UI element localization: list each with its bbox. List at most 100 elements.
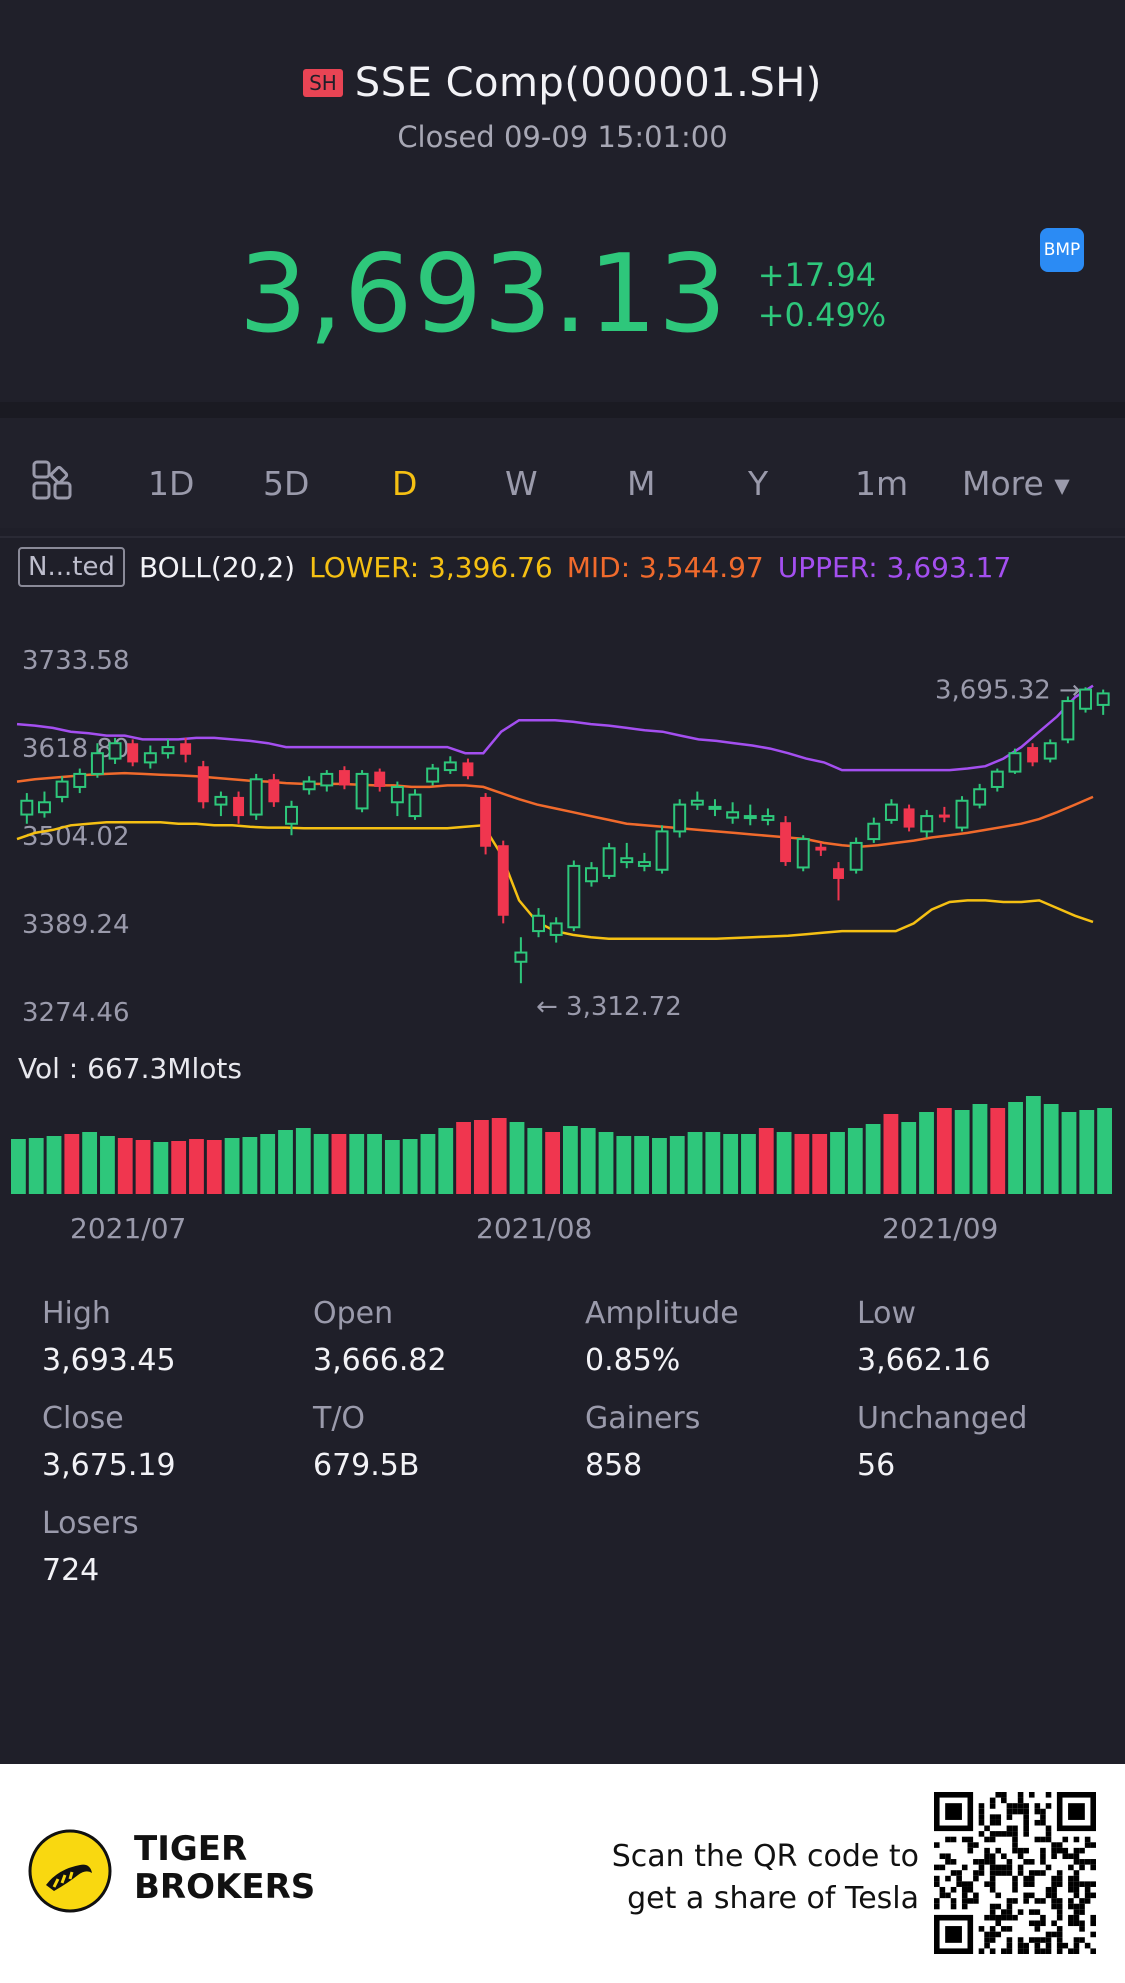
candle (726, 802, 740, 824)
scan-line-2: get a share of Tesla (627, 1881, 919, 1916)
candle-body (955, 799, 969, 829)
volume-bar (224, 1138, 240, 1194)
volume-bar (847, 1128, 863, 1194)
candle (903, 804, 915, 832)
last-price: 3,693.13 (238, 232, 728, 357)
candle (285, 800, 298, 836)
boll-lower-value: LOWER: 3,396.76 (309, 550, 553, 584)
volume-bar (384, 1140, 400, 1194)
candle (108, 737, 122, 764)
candle (214, 791, 228, 817)
candle (990, 768, 1004, 792)
volume-bar (616, 1136, 632, 1194)
bmp-icon[interactable]: BMP (1040, 228, 1084, 272)
candle-body (1008, 752, 1022, 773)
section-divider (0, 402, 1125, 418)
volume-bar (117, 1138, 133, 1194)
candle-body (780, 822, 792, 863)
volume-bar (153, 1142, 169, 1194)
volume-bar (972, 1104, 988, 1194)
candle (938, 806, 950, 823)
stat-value: 679.5B (313, 1448, 420, 1483)
volume-bar (794, 1134, 810, 1194)
candle-body (673, 803, 687, 833)
chart-mode-chip[interactable]: N...ted (18, 547, 125, 587)
volume-bar (420, 1134, 436, 1194)
tab-day[interactable]: D (392, 464, 418, 503)
candle-body (180, 743, 192, 755)
candle-body (320, 772, 334, 787)
candle-body (920, 815, 934, 833)
candle (673, 799, 687, 838)
volume-bar (1079, 1110, 1095, 1194)
scan-caption: Scan the QR code to get a share of Tesla (612, 1836, 919, 1920)
candle-body (514, 951, 528, 963)
indicator-row: N...ted BOLL(20,2) LOWER: 3,396.76 MID: … (18, 545, 1011, 589)
indicator-name[interactable]: BOLL(20,2) (138, 550, 296, 584)
candle (602, 842, 616, 879)
candle-body (726, 811, 740, 819)
tiger-logo-icon (28, 1829, 112, 1913)
candle-body (214, 795, 228, 806)
tab-more[interactable]: More ▼ (962, 464, 1070, 503)
price-change: +17.94 +0.49% (758, 256, 886, 334)
change-absolute: +17.94 (757, 255, 877, 294)
qr-code-icon[interactable] (934, 1792, 1096, 1954)
stat-amplitude: Amplitude 0.85% (585, 1296, 739, 1378)
candle-body (1096, 692, 1110, 706)
candle (655, 825, 669, 874)
volume-bar (135, 1140, 151, 1194)
candle (549, 917, 563, 943)
stat-value: 858 (585, 1448, 643, 1483)
tab-5d[interactable]: 5D (263, 464, 310, 503)
candle (20, 793, 34, 824)
volume-bar (812, 1134, 828, 1194)
candle-body (390, 785, 404, 804)
candle (480, 793, 492, 855)
volume-label: Vol : 667.3Mlots (18, 1052, 242, 1085)
candle-body (197, 766, 209, 803)
candle (867, 817, 881, 843)
y-tick-label: 3389.24 (22, 910, 130, 940)
volume-bar (545, 1132, 560, 1194)
candle-body (37, 801, 51, 814)
volume-bar (1061, 1112, 1077, 1194)
candle-body (268, 779, 280, 803)
candle (90, 743, 104, 778)
candle (514, 937, 528, 984)
stat-gainers: Gainers 858 (585, 1401, 700, 1483)
candle-body (302, 780, 316, 791)
candle-body (20, 799, 34, 816)
candle (268, 773, 280, 807)
stat-close: Close 3,675.19 (42, 1401, 176, 1483)
max-price-annotation: 3,695.32 → (935, 676, 1081, 706)
tab-month[interactable]: M (627, 464, 656, 503)
stat-label: Gainers (585, 1401, 701, 1436)
candle (197, 760, 209, 809)
candle-body (532, 914, 546, 933)
tab-week[interactable]: W (505, 464, 538, 503)
tab-1m[interactable]: 1m (855, 464, 909, 503)
volume-bar (82, 1132, 98, 1194)
tab-year[interactable]: Y (748, 464, 769, 503)
volume-bar (509, 1122, 525, 1194)
candle (637, 852, 651, 872)
stat-value: 56 (857, 1448, 896, 1483)
candle-body (938, 814, 950, 818)
grid-layout-icon[interactable] (32, 460, 72, 500)
candle (1096, 689, 1110, 715)
stat-label: Unchanged (857, 1401, 1028, 1436)
volume-bar (865, 1124, 881, 1194)
candle-body (849, 841, 863, 871)
candle-body (1079, 688, 1093, 710)
volume-bar (402, 1139, 418, 1194)
candle (584, 862, 598, 887)
candle-body (108, 742, 122, 760)
candle (1043, 739, 1057, 763)
brand-line-2: BROKERS (134, 1867, 316, 1907)
volume-bar (171, 1141, 187, 1194)
tab-1d[interactable]: 1D (148, 464, 195, 503)
volume-bar (11, 1139, 26, 1194)
boll-mid-line (16, 771, 1094, 848)
